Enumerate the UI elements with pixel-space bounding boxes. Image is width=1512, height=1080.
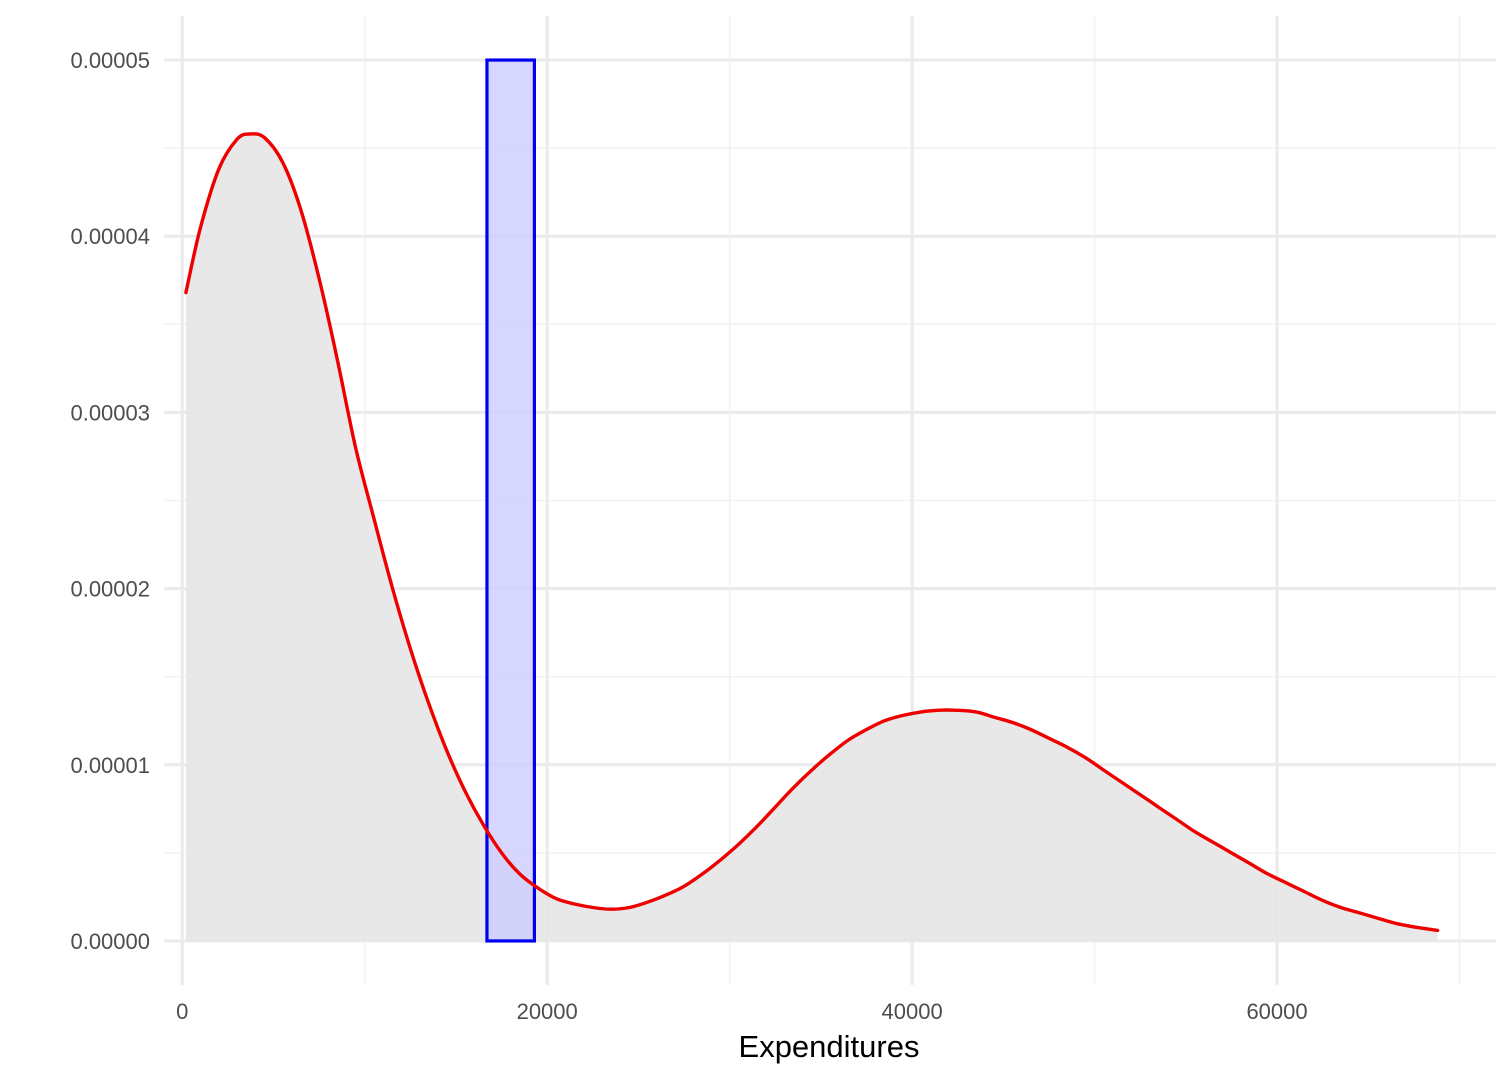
y-axis-tick-labels: 0.00000 0.00001 0.00002 0.00003 0.00004 0.000… (70, 48, 150, 954)
density-line (184, 132, 1440, 933)
highlight-layer (485, 58, 537, 943)
x-tick-label: 60000 (1246, 999, 1307, 1024)
y-tick-label: 0.00002 (70, 577, 150, 602)
y-tick-label: 0.00001 (70, 753, 150, 778)
y-tick-label: 0.00004 (70, 224, 150, 249)
x-tick-label: 0 (176, 999, 188, 1024)
x-axis-title: Expenditures (739, 1029, 920, 1064)
density-line-layer (184, 132, 1440, 933)
y-tick-label: 0.00005 (70, 48, 150, 73)
y-tick-label: 0.00003 (70, 400, 150, 425)
x-axis-tick-labels: 0 20000 40000 60000 (176, 999, 1308, 1024)
x-tick-label: 40000 (882, 999, 943, 1024)
highlight-rectangle (485, 58, 537, 943)
y-tick-label: 0.00000 (70, 929, 150, 954)
density-area (185, 133, 1438, 941)
density-layer (185, 133, 1438, 941)
minor-gridlines (164, 16, 1496, 985)
x-tick-label: 20000 (517, 999, 578, 1024)
